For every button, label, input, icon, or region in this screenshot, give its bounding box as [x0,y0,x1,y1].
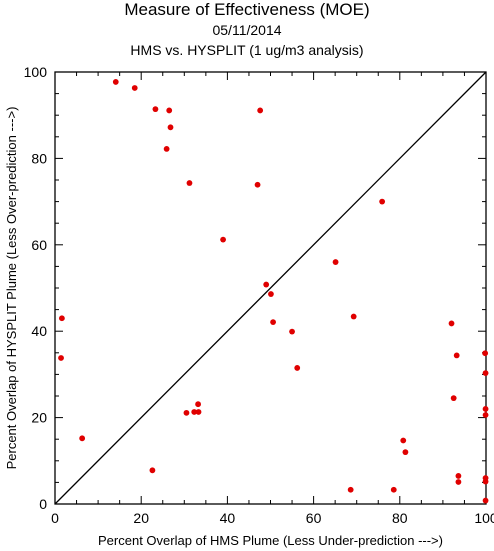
x-tick-label: 60 [306,510,322,526]
data-point [482,497,489,504]
chart-subtitle: HMS vs. HYSPLIT (1 ug/m3 analysis) [130,42,364,58]
data-point [482,406,489,412]
y-tick-label: 80 [31,150,47,166]
data-point [167,124,174,131]
data-point [455,479,462,485]
data-point [166,107,173,114]
data-point [294,365,301,371]
data-point [152,106,159,113]
x-tick-label: 20 [133,510,149,526]
data-point [482,350,489,357]
x-tick-label: 0 [51,510,59,526]
data-point [347,486,354,493]
y-tick-label: 0 [39,496,47,512]
data-points [58,79,489,504]
data-point [112,79,119,85]
chart-date: 05/11/2014 [212,22,282,38]
data-point [263,281,270,288]
data-point [220,236,226,243]
x-tick-label: 40 [220,510,236,526]
data-point [79,435,86,442]
data-point [482,478,489,485]
y-tick-label: 40 [31,323,47,339]
tick-labels: 0 20 40 60 80 100 0 20 40 60 80 100 [24,64,494,526]
data-point [350,313,357,320]
data-point [149,467,156,474]
data-point [450,395,457,402]
x-tick-label: 100 [474,510,494,526]
data-point [332,259,339,265]
data-point [254,181,261,188]
y-axis-label: Percent Overlap of HYSPLIT Plume (Less O… [4,107,19,470]
data-point [186,180,193,186]
data-point [58,355,64,361]
plot-frame [54,71,487,505]
data-point [183,409,190,416]
data-point [482,412,489,418]
data-point [400,437,407,444]
data-point [257,107,264,114]
y-tick-label: 60 [31,237,47,253]
data-point [195,401,201,408]
reference-diagonal-line [54,71,487,505]
data-point [163,145,170,152]
data-point [402,449,409,456]
y-tick-label: 20 [31,410,47,426]
data-point [289,328,295,335]
data-point [268,291,274,297]
chart-title: Measure of Effectiveness (MOE) [124,0,370,19]
data-point [390,486,397,493]
data-point [191,409,198,415]
x-axis-label: Percent Overlap of HMS Plume (Less Under… [98,533,443,548]
data-point [453,352,460,359]
data-point [270,319,276,326]
data-point [131,85,138,91]
data-point [482,370,489,377]
data-point [448,320,455,327]
data-point [455,473,462,479]
x-tick-label: 80 [392,510,408,526]
data-point [379,198,386,205]
y-tick-label: 100 [24,64,48,80]
data-point [195,409,202,415]
data-point [58,315,65,322]
